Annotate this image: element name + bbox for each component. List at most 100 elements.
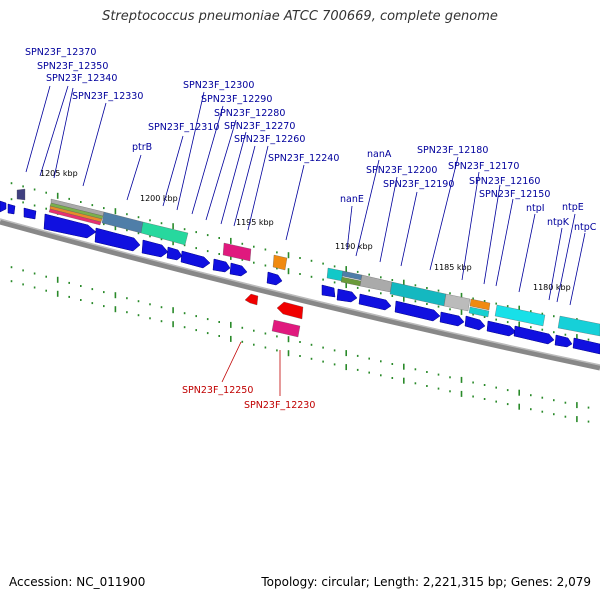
leader-line — [285, 164, 305, 241]
tick-mark — [437, 289, 440, 292]
tick-mark — [68, 281, 70, 284]
tick-mark — [391, 363, 394, 365]
tick-mark — [114, 224, 117, 231]
tick-mark — [172, 239, 174, 246]
tick-mark — [22, 269, 24, 272]
tick-mark — [460, 308, 463, 315]
tick-mark — [91, 204, 94, 207]
gene-label: ntpE — [562, 202, 584, 213]
tick-mark — [218, 237, 220, 239]
tick-mark — [299, 273, 301, 275]
tick-mark — [287, 350, 290, 357]
tick-mark — [564, 333, 567, 336]
tick-mark — [530, 394, 532, 397]
tick-mark — [264, 346, 267, 349]
tick-mark — [149, 219, 151, 222]
cds-arrow — [94, 227, 141, 252]
tick-mark — [345, 364, 347, 371]
tick-mark — [403, 295, 405, 302]
reverse-cds-arrow — [244, 293, 259, 306]
tick-mark — [183, 244, 186, 247]
tick-mark — [518, 305, 520, 312]
tick-mark — [310, 357, 313, 360]
genome-title: Streptococcus pneumoniae ATCC 700669, co… — [102, 9, 498, 24]
tick-mark — [33, 286, 36, 289]
tick-mark — [56, 276, 59, 283]
genome-backbone-highlight — [0, 218, 600, 366]
tick-mark — [33, 188, 36, 191]
tick-mark — [472, 395, 474, 398]
tick-mark — [68, 295, 70, 298]
reverse-leader-lines — [221, 341, 281, 396]
tick-mark — [333, 265, 336, 268]
tick-mark — [126, 213, 128, 216]
tick-mark — [149, 303, 151, 306]
tick-mark — [530, 310, 532, 313]
tick-mark — [553, 399, 555, 402]
tick-mark — [426, 385, 428, 387]
tick-mark — [587, 420, 590, 423]
tick-mark — [437, 305, 440, 308]
leader-line — [247, 145, 269, 231]
scale-label: 1190 kbp — [335, 242, 373, 251]
tick-mark — [114, 292, 117, 299]
gene-label: SPN23F_12240 — [268, 153, 339, 164]
feature-box — [469, 298, 491, 311]
tick-mark — [276, 349, 278, 352]
tick-mark — [45, 275, 47, 278]
tick-mark — [483, 398, 486, 400]
feature-box — [557, 315, 600, 337]
tick-mark — [137, 314, 140, 317]
feature-box — [326, 267, 344, 282]
tick-mark — [310, 343, 313, 346]
tick-mark — [483, 384, 486, 386]
tick-mark — [380, 374, 382, 377]
tick-mark — [230, 321, 232, 328]
tick-mark — [368, 371, 370, 374]
leader-line — [346, 205, 353, 251]
feature-box — [16, 188, 26, 201]
tick-mark — [472, 297, 474, 300]
feature-box — [101, 211, 144, 234]
tick-mark — [172, 223, 174, 230]
tick-mark — [483, 316, 486, 318]
tick-mark — [495, 318, 497, 321]
tick-mark — [391, 279, 394, 281]
tick-mark — [495, 386, 497, 389]
feature-box — [359, 274, 393, 293]
tick-mark — [472, 313, 474, 316]
tick-mark — [103, 223, 105, 226]
tick-mark — [126, 229, 128, 232]
tick-mark — [587, 406, 590, 409]
tick-mark — [518, 321, 520, 328]
tick-mark — [206, 318, 209, 321]
tick-mark — [183, 312, 186, 315]
tick-mark — [22, 185, 24, 188]
tick-mark — [195, 329, 197, 332]
gene-label: SPN23F_12280 — [214, 108, 285, 119]
tick-mark — [403, 377, 405, 384]
tick-mark — [264, 264, 267, 267]
leader-line — [400, 191, 418, 267]
tick-mark — [45, 289, 47, 292]
tick-mark — [576, 334, 578, 341]
tick-mark — [287, 336, 290, 343]
tick-mark — [495, 400, 497, 403]
scale-label: 1185 kbp — [434, 263, 472, 272]
tick-mark — [183, 228, 186, 231]
reverse-gene-labels: SPN23F_12250 SPN23F_12230 — [182, 385, 315, 411]
tick-mark — [553, 315, 555, 318]
tick-mark — [576, 402, 578, 409]
tick-mark — [183, 326, 186, 329]
tick-mark — [195, 247, 197, 250]
cds-arrow — [513, 325, 555, 345]
gene-label: SPN23F_12330 — [72, 91, 143, 102]
leader-line — [205, 119, 237, 221]
tick-mark — [506, 389, 509, 392]
tick-mark — [345, 350, 347, 357]
tick-mark — [287, 268, 290, 275]
tick-mark — [160, 222, 163, 225]
tick-marks — [10, 182, 590, 423]
tick-mark — [206, 250, 209, 253]
tick-mark — [530, 326, 532, 329]
